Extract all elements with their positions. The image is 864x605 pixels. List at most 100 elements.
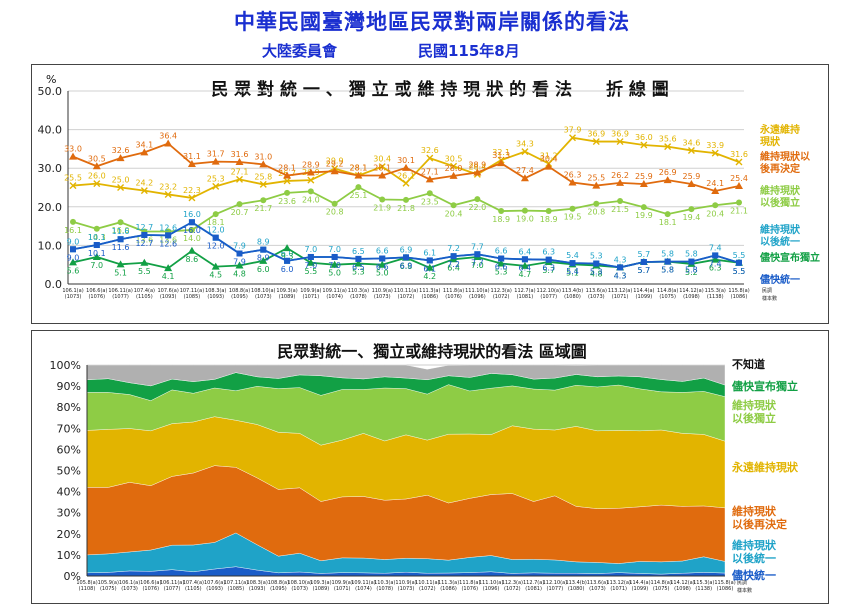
data-point [92, 162, 101, 170]
data-label: 20.7 [231, 208, 249, 217]
data-point [141, 231, 148, 238]
data-point [236, 201, 243, 208]
sample-size-label: (1075) [653, 586, 670, 592]
data-point [593, 200, 600, 207]
legend-label-status_quo: 永遠維持 [759, 123, 800, 136]
y-tick-label: 90% [57, 380, 81, 393]
sample-size-label: (1080) [568, 586, 585, 592]
data-label: 25.8 [254, 172, 272, 181]
data-point [711, 186, 720, 194]
data-label: 31.6 [730, 150, 748, 159]
data-point [593, 260, 600, 267]
legend-label-indep_later: 以後獨立 [732, 411, 776, 425]
x-tick-label: 108.10(a) [251, 288, 276, 294]
data-point [379, 196, 386, 203]
data-label: 4.5 [209, 271, 222, 280]
data-label: 16.0 [183, 226, 201, 235]
y-tick-label: 100% [50, 359, 81, 372]
data-point [330, 260, 339, 268]
data-label: 5.2 [685, 268, 698, 277]
sample-size-label: (1093) [207, 294, 224, 300]
sample-size-label: (1093) [206, 586, 223, 592]
data-point [117, 236, 124, 243]
data-point [354, 259, 363, 267]
data-point [188, 226, 195, 233]
data-label: 31.2 [540, 152, 558, 161]
x-tick-label: 111.3(a) [419, 288, 440, 294]
data-point [640, 258, 647, 265]
data-label: 5.3 [352, 268, 365, 277]
data-label: 4.2 [423, 272, 436, 281]
data-label: 16.1 [64, 226, 82, 235]
data-point [664, 211, 671, 218]
data-label: 6.5 [352, 247, 365, 256]
data-label: 26.9 [659, 168, 677, 177]
data-point [306, 168, 315, 176]
sample-size-label: (1098) [674, 586, 691, 592]
data-point [403, 254, 409, 261]
sample-size-label: (1073) [291, 586, 308, 592]
legend-label-indep_later: 以後獨立 [760, 196, 800, 209]
data-label: 8.9 [257, 254, 270, 263]
data-point [212, 211, 219, 218]
x-tick-label: 109.3(a) [310, 580, 331, 586]
data-label: 5.5 [304, 267, 317, 276]
sample-size-label: (1099) [636, 294, 653, 300]
data-point [70, 246, 76, 253]
data-label: 6.4 [447, 263, 460, 272]
data-label: 5.3 [590, 268, 603, 277]
data-label: 6.4 [519, 247, 532, 256]
data-label: 5.4 [566, 251, 579, 260]
y-tick-label: 50% [57, 465, 81, 478]
data-label: 7.9 [233, 258, 246, 267]
data-point [164, 264, 173, 272]
legend-label-unify_asap: 儘快統一 [759, 273, 800, 286]
sample-size-label: (1086) [440, 586, 457, 592]
x-tick-label: 110.3(a) [374, 580, 395, 586]
data-point [425, 175, 434, 183]
data-label: 8.6 [186, 255, 199, 264]
sample-size-label: (1085) [228, 586, 245, 592]
sample-size-label: (1073) [589, 586, 606, 592]
sample-note: 樣本數 [762, 295, 777, 302]
data-label: 21.9 [373, 203, 391, 212]
y-tick-label: 80% [57, 401, 81, 414]
data-point [568, 178, 577, 186]
data-point [354, 171, 363, 179]
data-label: 28.0 [445, 164, 463, 173]
x-tick-label: 115.3(a) [693, 580, 714, 586]
x-tick-label: 114.4(a) [629, 580, 650, 586]
data-label: 6.3 [542, 248, 555, 257]
x-tick-label: 111.8(a) [443, 288, 464, 294]
y-tick-label: 10.0 [38, 239, 63, 252]
data-label: 20.4 [445, 209, 463, 218]
sample-size-label: (1073) [588, 294, 605, 300]
data-point [450, 162, 458, 170]
x-tick-label: 112.3(a) [502, 580, 523, 586]
x-tick-label: 110.11(a) [415, 580, 440, 586]
data-label: 12.6 [159, 223, 177, 232]
data-label: 19.5 [564, 213, 582, 222]
data-label: 28.9 [302, 160, 320, 169]
data-point [687, 146, 695, 154]
data-point [259, 160, 268, 168]
data-label: 5.7 [637, 250, 650, 259]
data-point [545, 256, 552, 263]
data-label: 21.5 [611, 205, 629, 214]
data-point [187, 246, 196, 254]
x-tick-label: 113.6(a) [587, 580, 608, 586]
data-point [187, 159, 196, 167]
data-point [664, 143, 672, 151]
data-label: 7.0 [471, 261, 484, 270]
data-point [735, 158, 743, 166]
data-label: 36.9 [587, 130, 605, 139]
x-tick-label: 115.8(a) [714, 580, 735, 586]
data-label: 31.6 [231, 150, 249, 159]
data-label: 10.1 [88, 233, 106, 242]
sample-size-label: (1076) [142, 586, 159, 592]
data-label: 6.6 [376, 263, 389, 272]
data-label: 5.8 [661, 266, 674, 275]
data-point [188, 219, 195, 226]
data-point [260, 197, 267, 204]
data-label: 6.0 [281, 249, 294, 258]
